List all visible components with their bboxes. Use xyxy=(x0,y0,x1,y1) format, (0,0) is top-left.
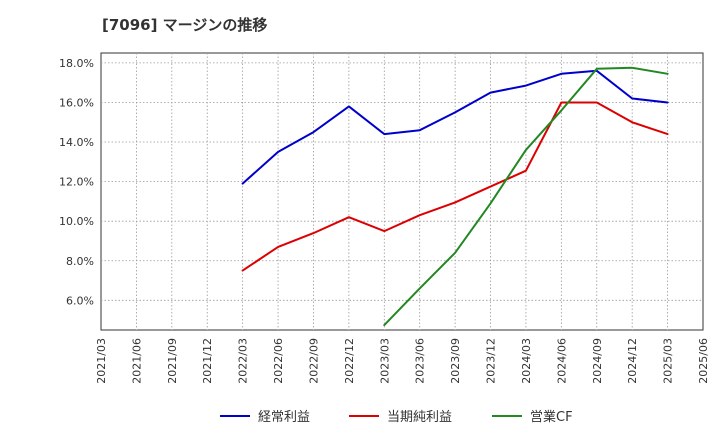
series-lines xyxy=(241,66,669,327)
y-tick-label: 8.0% xyxy=(66,255,94,268)
chart-title: [7096] マージンの推移 xyxy=(102,16,268,34)
legend-label-3: 営業CF xyxy=(530,409,573,425)
y-tick-label: 6.0% xyxy=(66,294,94,307)
y-axis: 6.0% 8.0% 10.0% 12.0% 14.0% 16.0% 18.0% xyxy=(59,57,94,307)
x-tick-label: 2022/09 xyxy=(307,338,320,384)
y-tick-label: 10.0% xyxy=(59,215,94,228)
legend-label-2: 当期純利益 xyxy=(387,410,452,425)
x-tick-label: 2024/03 xyxy=(520,338,533,384)
series-line-1 xyxy=(241,69,669,185)
x-tick-label: 2023/12 xyxy=(485,338,498,384)
x-tick-label: 2021/09 xyxy=(166,338,179,384)
x-tick-label: 2022/12 xyxy=(343,338,356,384)
legend: 経常利益 当期純利益 営業CF xyxy=(220,409,573,425)
x-tick-label: 2024/06 xyxy=(555,338,568,384)
x-tick-label: 2021/06 xyxy=(130,338,143,384)
series-line-3 xyxy=(383,66,669,327)
legend-label-1: 経常利益 xyxy=(258,410,310,425)
y-tick-label: 18.0% xyxy=(59,57,94,70)
y-tick-label: 16.0% xyxy=(59,96,94,109)
y-tick-label: 14.0% xyxy=(59,136,94,149)
x-tick-label: 2025/06 xyxy=(697,338,710,384)
x-tick-label: 2022/03 xyxy=(237,338,250,384)
y-tick-label: 12.0% xyxy=(59,176,94,189)
x-tick-label: 2023/03 xyxy=(378,338,391,384)
series-line-2 xyxy=(241,101,669,272)
x-tick-label: 2024/12 xyxy=(626,338,639,384)
x-tick-label: 2021/03 xyxy=(95,338,108,384)
x-tick-label: 2023/09 xyxy=(449,338,462,384)
x-tick-label: 2025/03 xyxy=(662,338,675,384)
x-tick-label: 2022/06 xyxy=(272,338,285,384)
plot-background xyxy=(100,52,704,331)
x-tick-label: 2024/09 xyxy=(591,338,604,384)
x-tick-label: 2023/06 xyxy=(414,338,427,384)
x-tick-label: 2021/12 xyxy=(201,338,214,384)
x-axis: 2021/03 2021/06 2021/09 2021/12 2022/03 2022/… xyxy=(95,338,710,384)
